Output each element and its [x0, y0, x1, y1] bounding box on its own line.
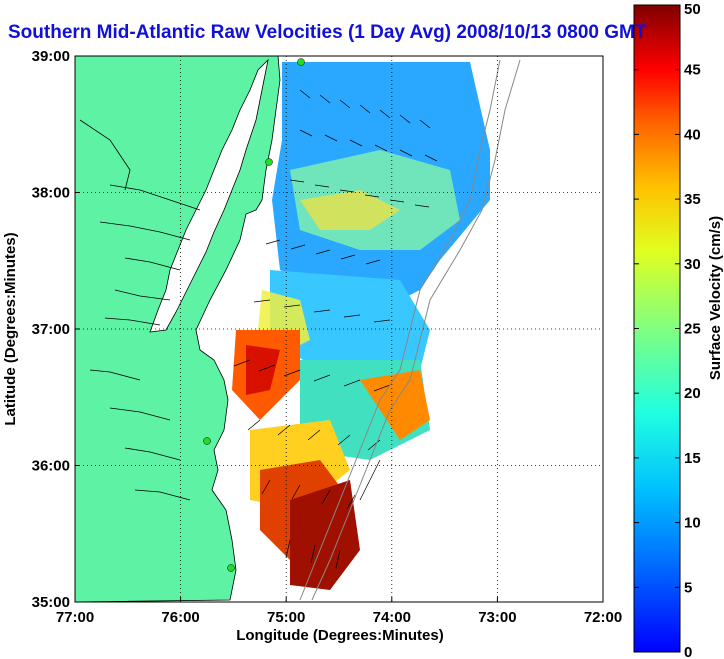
x-axis-label: Longitude (Degrees:Minutes): [236, 627, 444, 644]
x-tick-label: 76:00: [161, 609, 199, 626]
x-tick-label: 77:00: [56, 609, 94, 626]
colorbar-tick-label: 5: [684, 579, 692, 596]
y-tick-label: 35:00: [32, 594, 70, 611]
radar-stations: [203, 58, 305, 572]
colorbar-tick-label: 15: [684, 450, 701, 467]
colorbar-tick-label: 25: [684, 321, 701, 338]
river-lines: [79, 119, 201, 501]
x-tick-labels: 77:00 76:00 75:00 74:00 73:00 72:00: [56, 609, 622, 626]
chart-title: Southern Mid-Atlantic Raw Velocities (1 …: [8, 22, 647, 43]
y-tick-label: 38:00: [32, 185, 70, 202]
colorbar-tick-label: 40: [684, 126, 701, 143]
y-axis-label: Latitude (Degrees:Minutes): [2, 232, 19, 425]
colorbar-tick-label: 30: [684, 256, 701, 273]
bathymetry-contours: [299, 59, 521, 601]
colorbar-tick-label: 10: [684, 515, 701, 532]
x-tick-label: 73:00: [478, 609, 516, 626]
y-tick-label: 36:00: [32, 458, 70, 475]
colorbar-label: Surface Velocity (cm/s): [707, 216, 724, 380]
x-tick-label: 74:00: [373, 609, 411, 626]
y-tick-label: 39:00: [32, 48, 70, 65]
chesapeake-bay: [149, 58, 269, 333]
colorbar-tick-label: 50: [684, 1, 701, 18]
colorbar-tick-label: 45: [684, 62, 701, 79]
colorbar-tick-label: 0: [684, 644, 692, 659]
y-tick-labels: 39:00 38:00 37:00 36:00 35:00: [32, 48, 70, 611]
x-tick-label: 72:00: [584, 609, 622, 626]
velocity-arrows: [233, 89, 438, 569]
x-tick-label: 75:00: [267, 609, 305, 626]
colorbar: [633, 4, 681, 653]
colorbar-tick-label: 20: [684, 385, 701, 402]
map-border: [74, 55, 604, 603]
colorbar-ticks: 0 5 10 15 20 25 30 35 40 45 50: [634, 1, 701, 659]
velocity-field: [232, 62, 490, 590]
colorbar-tick-label: 35: [684, 191, 701, 208]
y-tick-label: 37:00: [32, 321, 70, 338]
